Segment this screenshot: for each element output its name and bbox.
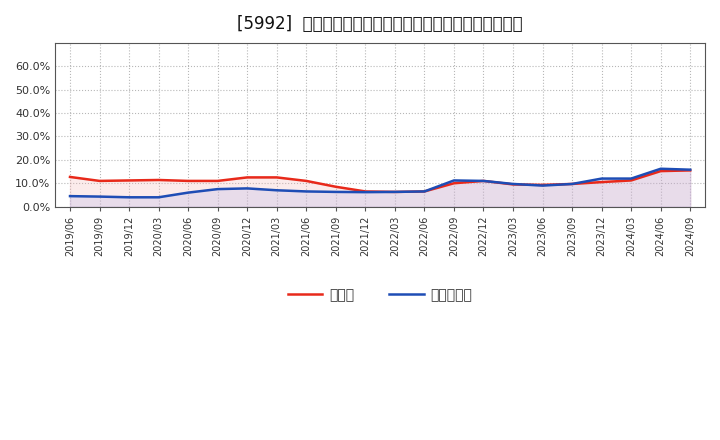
有利子負債 [449,178,458,183]
有利子負債 [361,190,369,195]
有利子負債 [657,166,665,172]
有利子負債 [331,189,340,194]
有利子負債 [213,187,222,192]
現預金 [420,189,428,194]
現預金 [125,178,133,183]
現預金 [686,168,695,173]
有利子負債 [184,190,192,195]
現預金 [598,180,606,185]
現預金 [272,175,281,180]
有利子負債 [390,189,399,194]
有利子負債 [539,183,547,188]
有利子負債 [243,186,251,191]
現預金 [449,180,458,186]
有利子負債 [66,194,74,199]
Line: 有利子負債: 有利子負債 [70,169,690,197]
現預金 [657,169,665,174]
現預金 [480,178,488,183]
現預金 [509,182,518,187]
有利子負債 [95,194,104,199]
有利子負債 [272,187,281,193]
現預金 [95,178,104,183]
現預金 [302,178,310,183]
Title: [5992]  現預金、有利子負債の総資産に対する比率の推移: [5992] 現預金、有利子負債の総資産に対する比率の推移 [238,15,523,33]
現預金 [568,181,577,187]
有利子負債 [598,176,606,181]
有利子負債 [686,167,695,172]
現預金 [213,178,222,183]
現預金 [154,177,163,183]
現預金 [627,178,636,183]
Line: 現預金: 現預金 [70,170,690,192]
Legend: 現預金, 有利子負債: 現預金, 有利子負債 [282,282,478,308]
有利子負債 [302,189,310,194]
現預金 [66,174,74,180]
現預金 [331,184,340,189]
有利子負債 [154,194,163,200]
有利子負債 [627,176,636,181]
有利子負債 [125,194,133,200]
現預金 [184,178,192,183]
現預金 [243,175,251,180]
現預金 [390,189,399,194]
現預金 [539,182,547,187]
有利子負債 [420,189,428,194]
有利子負債 [480,178,488,183]
有利子負債 [568,181,577,187]
現預金 [361,189,369,194]
有利子負債 [509,181,518,187]
